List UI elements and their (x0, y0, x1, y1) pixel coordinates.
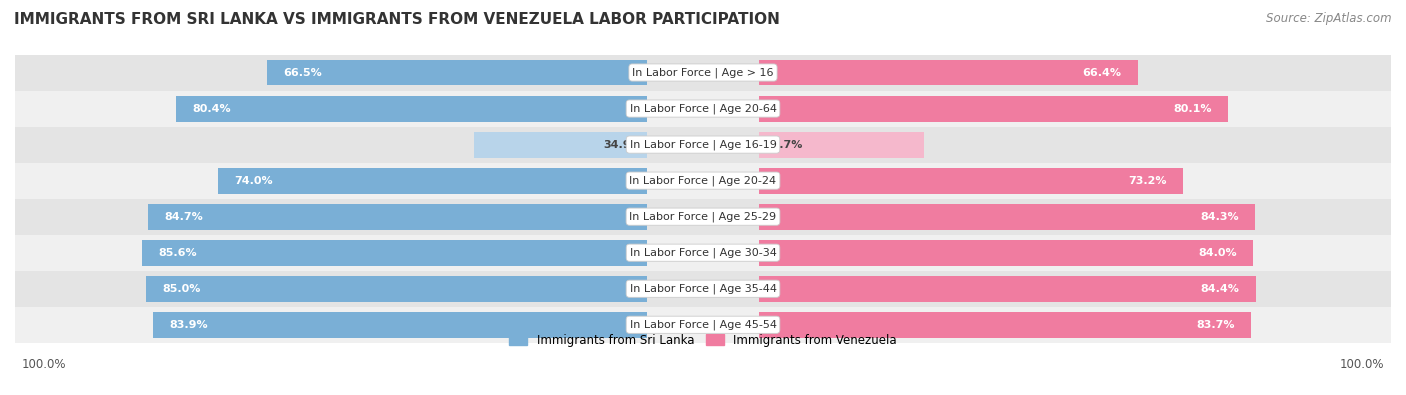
Bar (218, 167, 647, 194)
Bar (0, 235, 1406, 271)
Text: In Labor Force | Age > 16: In Labor Force | Age > 16 (633, 67, 773, 78)
Bar (759, 240, 1253, 266)
Text: IMMIGRANTS FROM SRI LANKA VS IMMIGRANTS FROM VENEZUELA LABOR PARTICIPATION: IMMIGRANTS FROM SRI LANKA VS IMMIGRANTS … (14, 12, 780, 27)
Text: 80.1%: 80.1% (1173, 103, 1212, 113)
Bar (148, 204, 647, 229)
Bar (759, 96, 1227, 122)
Bar (0, 271, 1406, 307)
Text: In Labor Force | Age 16-19: In Labor Force | Age 16-19 (630, 139, 776, 150)
Text: In Labor Force | Age 30-34: In Labor Force | Age 30-34 (630, 247, 776, 258)
Bar (153, 312, 647, 338)
Text: 74.0%: 74.0% (235, 176, 273, 186)
Text: In Labor Force | Age 45-54: In Labor Force | Age 45-54 (630, 320, 776, 330)
Text: 100.0%: 100.0% (21, 358, 66, 371)
Text: In Labor Force | Age 20-64: In Labor Force | Age 20-64 (630, 103, 776, 114)
Bar (0, 199, 1406, 235)
Bar (0, 90, 1406, 126)
Text: 73.2%: 73.2% (1128, 176, 1166, 186)
Bar (146, 276, 647, 302)
Text: Source: ZipAtlas.com: Source: ZipAtlas.com (1267, 12, 1392, 25)
Bar (176, 96, 647, 122)
Bar (759, 167, 1182, 194)
Text: 85.0%: 85.0% (163, 284, 201, 294)
Text: In Labor Force | Age 25-29: In Labor Force | Age 25-29 (630, 211, 776, 222)
Text: 66.4%: 66.4% (1083, 68, 1122, 77)
Bar (0, 307, 1406, 343)
Legend: Immigrants from Sri Lanka, Immigrants from Venezuela: Immigrants from Sri Lanka, Immigrants fr… (505, 329, 901, 351)
Bar (759, 276, 1256, 302)
Bar (759, 204, 1256, 229)
Text: 80.4%: 80.4% (193, 103, 231, 113)
Text: 100.0%: 100.0% (1340, 358, 1385, 371)
Text: 84.3%: 84.3% (1201, 212, 1239, 222)
Text: In Labor Force | Age 20-24: In Labor Force | Age 20-24 (630, 175, 776, 186)
Bar (0, 163, 1406, 199)
Bar (0, 126, 1406, 163)
Text: 83.9%: 83.9% (170, 320, 208, 330)
Text: 34.9%: 34.9% (603, 139, 643, 150)
Text: 84.4%: 84.4% (1201, 284, 1240, 294)
Bar (759, 60, 1137, 85)
Bar (0, 55, 1406, 90)
Text: 85.6%: 85.6% (159, 248, 197, 258)
Bar (267, 60, 647, 85)
Text: 84.0%: 84.0% (1198, 248, 1237, 258)
Bar (474, 132, 647, 158)
Bar (142, 240, 647, 266)
Text: 33.7%: 33.7% (763, 139, 803, 150)
Text: 84.7%: 84.7% (165, 212, 202, 222)
Text: 66.5%: 66.5% (284, 68, 322, 77)
Bar (759, 132, 924, 158)
Bar (759, 312, 1251, 338)
Text: In Labor Force | Age 35-44: In Labor Force | Age 35-44 (630, 284, 776, 294)
Text: 83.7%: 83.7% (1197, 320, 1234, 330)
